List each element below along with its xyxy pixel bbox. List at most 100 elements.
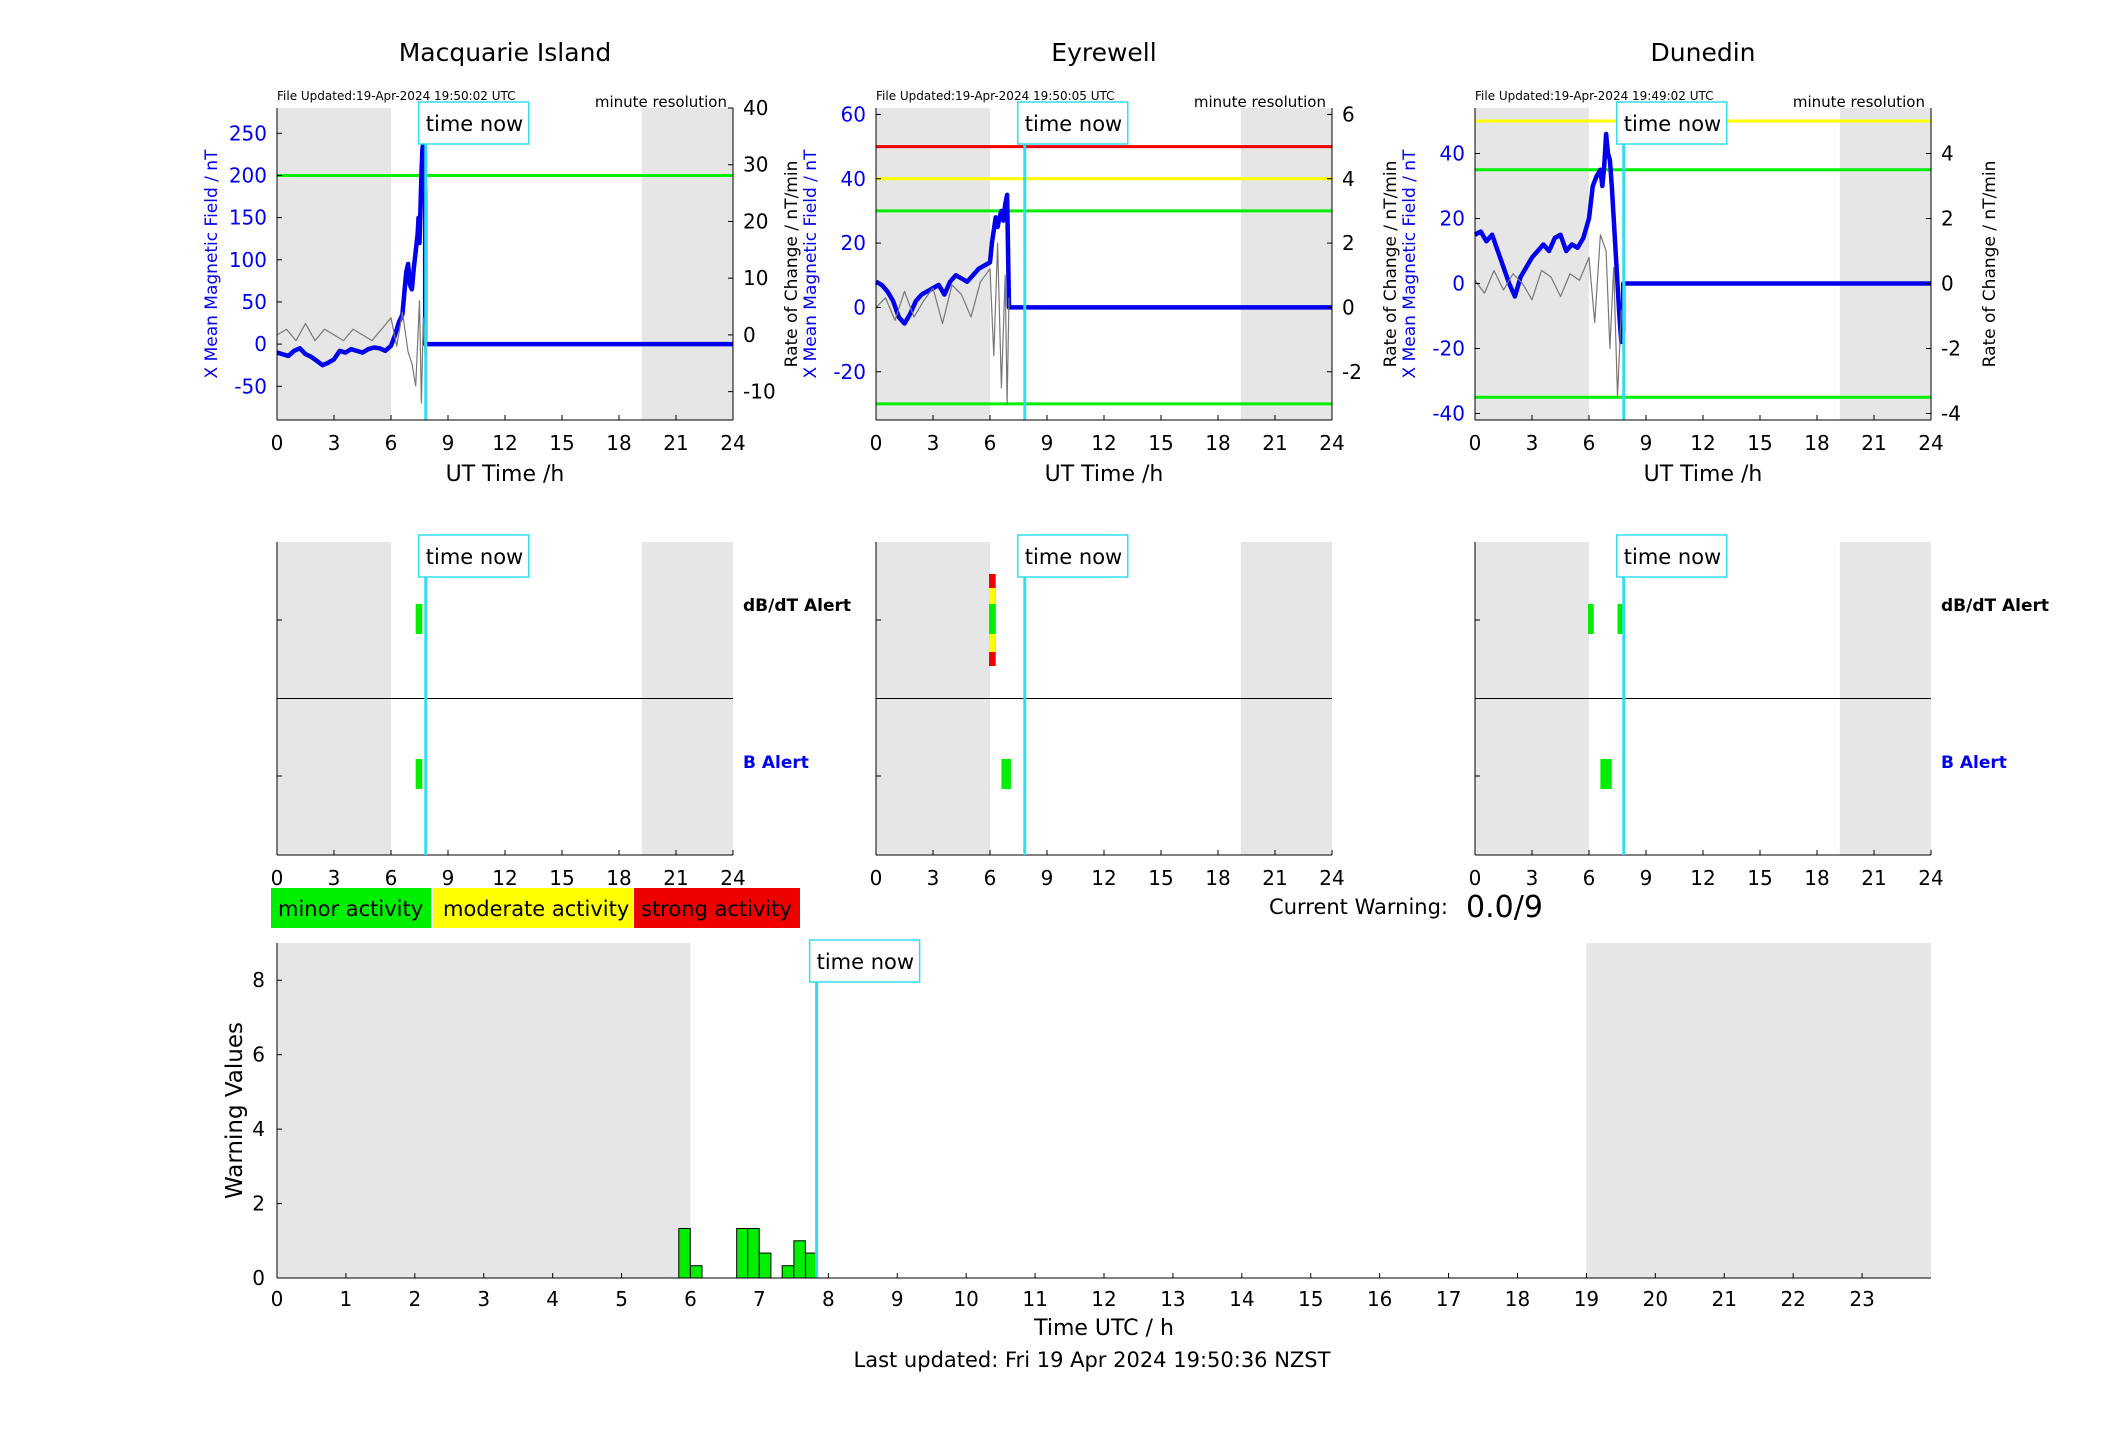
dbdt-alert-bar-minor: [415, 604, 423, 634]
x-tick-label: 21: [663, 431, 688, 455]
y2-tick-label: -4: [1941, 402, 1961, 426]
file-updated-label: File Updated:19-Apr-2024 19:49:02 UTC: [1475, 89, 1714, 103]
current-warning: Current Warning: 0.0/9: [1269, 890, 1543, 925]
dbdt-alert-bar-minor: [989, 604, 996, 634]
x-tick-label: 15: [1148, 431, 1173, 455]
b-alert-bar-minor: [1001, 759, 1011, 789]
time-now-label: time now: [426, 112, 523, 136]
y-tick-label: 20: [1440, 207, 1465, 231]
x-tick-label: 5: [615, 1287, 628, 1311]
x-tick-label: 12: [492, 431, 517, 455]
x-tick-label: 12: [1091, 866, 1116, 890]
x-tick-label: 7: [753, 1287, 766, 1311]
y2-tick-label: 4: [1342, 167, 1355, 191]
x-tick-label: 16: [1367, 1287, 1392, 1311]
y-tick-label: 0: [1452, 272, 1465, 296]
y2-tick-label: 0: [743, 323, 756, 347]
legend-moderate-label: moderate activity: [443, 897, 629, 921]
last-updated: Last updated: Fri 19 Apr 2024 19:50:36 N…: [854, 1348, 1331, 1372]
x-tick-label: 24: [720, 866, 745, 890]
resolution-label: minute resolution: [595, 93, 727, 111]
rate-series-line: [276, 300, 426, 404]
y2-tick-label: 0: [1342, 295, 1355, 319]
night-shade-1: [641, 108, 733, 420]
y2-tick-label: -10: [743, 380, 776, 404]
x-tick-label: 9: [1640, 866, 1653, 890]
y-tick-label: -20: [833, 360, 866, 384]
legend-minor-swatch: [271, 888, 431, 928]
warning-bar: [793, 1240, 806, 1279]
alert-panel-macquarie-island: time now 0 3 6 9 12 15 18 21 24 dB/dT Alert B Alert: [271, 534, 851, 890]
x-tick-label: 9: [891, 1287, 904, 1311]
x-tick-label: 23: [1849, 1287, 1874, 1311]
warning-bar: [781, 1265, 795, 1279]
time-now-box: [418, 534, 530, 578]
time-now-label: time now: [1624, 545, 1721, 569]
time-now-box: [1616, 534, 1728, 578]
station-title: Dunedin: [1651, 38, 1756, 67]
resolution-label: minute resolution: [1194, 93, 1326, 111]
dbdt-alert-bar-minor: [1588, 604, 1594, 634]
x-tick-label: 17: [1436, 1287, 1461, 1311]
legend-minor-label: minor activity: [278, 897, 423, 921]
time-now-label: time now: [817, 950, 914, 974]
x-tick-label: 21: [663, 866, 688, 890]
y2-axis-label: Rate of Change / nT/min: [782, 161, 802, 368]
x-tick-label: 20: [1643, 1287, 1668, 1311]
x-tick-label: 12: [1690, 431, 1715, 455]
station-title: Macquarie Island: [399, 38, 612, 67]
current-warning-label: Current Warning:: [1269, 895, 1448, 919]
x-tick-label: 24: [1319, 866, 1344, 890]
y-axis-label: X Mean Magnetic Field / nT: [202, 149, 222, 379]
y-axis-label: X Mean Magnetic Field / nT: [1400, 149, 1420, 379]
x-tick-label: 15: [549, 431, 574, 455]
time-now-label: time now: [1025, 112, 1122, 136]
time-now-box: [1017, 101, 1129, 145]
y2-tick-label: 10: [743, 266, 768, 290]
x-tick-label: 6: [385, 866, 398, 890]
night-shade-0: [1475, 108, 1589, 420]
x-tick-label: 12: [1690, 866, 1715, 890]
y-tick-label: 0: [252, 1266, 265, 1290]
x-tick-label: 2: [408, 1287, 421, 1311]
y2-tick-label: 4: [1941, 142, 1954, 166]
x-tick-label: 8: [822, 1287, 835, 1311]
legend-strong-swatch: [634, 888, 800, 928]
b-alert-label: B Alert: [1941, 753, 2007, 773]
x-tick-label: 3: [927, 866, 940, 890]
x-tick-label: 18: [1804, 431, 1829, 455]
x-tick-label: 9: [1041, 866, 1054, 890]
y-tick-label: -50: [234, 374, 267, 398]
y-tick-label: 4: [252, 1117, 265, 1141]
y-tick-label: 2: [252, 1192, 265, 1216]
x-axis-label: UT Time /h: [1644, 462, 1763, 487]
x-tick-label: 9: [442, 866, 455, 890]
x-tick-label: 18: [1505, 1287, 1530, 1311]
x-tick-label: 0: [271, 1287, 284, 1311]
x-axis-label: Time UTC / h: [1033, 1316, 1174, 1341]
x-tick-label: 0: [271, 431, 284, 455]
x-tick-label: 24: [720, 431, 745, 455]
b-alert-bar-minor: [415, 759, 423, 789]
x-tick-label: 21: [1262, 866, 1287, 890]
field-series-line: [874, 192, 1332, 326]
y2-tick-label: 30: [743, 153, 768, 177]
y2-tick-label: -2: [1941, 337, 1961, 361]
y-tick-label: 250: [229, 121, 267, 145]
y2-tick-label: 2: [1941, 207, 1954, 231]
x-tick-label: 18: [1205, 866, 1230, 890]
x-tick-label: 6: [1583, 431, 1596, 455]
x-tick-label: 18: [606, 866, 631, 890]
x-axis-label: UT Time /h: [446, 462, 565, 487]
y2-tick-label: 40: [743, 96, 768, 120]
x-tick-label: 21: [1262, 431, 1287, 455]
x-tick-label: 3: [1526, 431, 1539, 455]
b-alert-bar-minor: [1600, 759, 1612, 789]
alert-panel-dunedin: time now 0 3 6 9 12 15 18 21 24 dB/dT Alert B Alert: [1469, 534, 2049, 890]
field-series-line: [1473, 131, 1931, 345]
x-tick-label: 0: [870, 431, 883, 455]
y-tick-label: 60: [841, 102, 866, 126]
warning-bar: [690, 1265, 703, 1279]
